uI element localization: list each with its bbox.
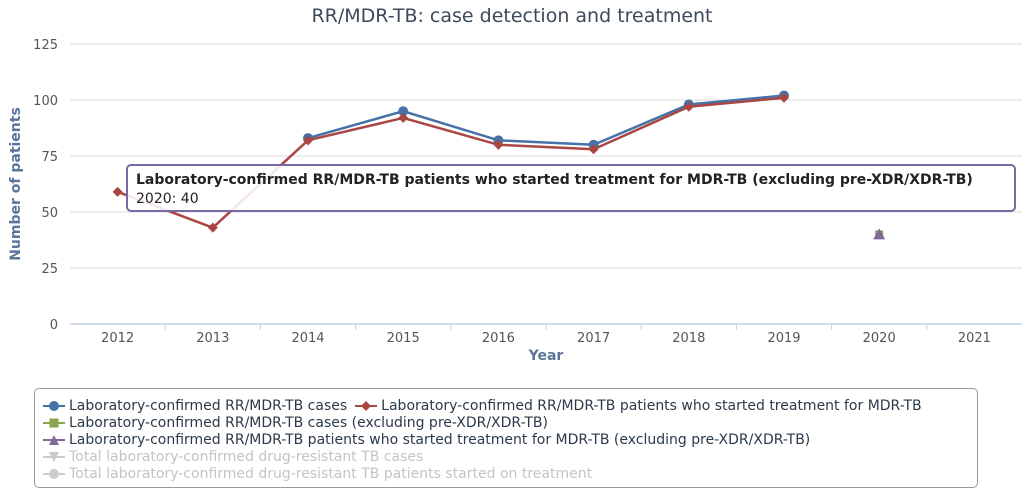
- tooltip: Laboratory-confirmed RR/MDR-TB patients …: [126, 164, 1016, 212]
- y-tick-label: 0: [50, 318, 58, 333]
- data-point[interactable]: [779, 92, 789, 103]
- legend-label: Laboratory-confirmed RR/MDR-TB patients …: [381, 397, 922, 414]
- data-point[interactable]: [588, 144, 599, 155]
- chart-title: RR/MDR-TB: case detection and treatment: [311, 5, 712, 27]
- diamond-marker-icon: [355, 400, 378, 411]
- x-axis-title: Year: [528, 348, 564, 364]
- legend: Laboratory-confirmed RR/MDR-TB cases Lab…: [34, 388, 978, 488]
- legend-label: Laboratory-confirmed RR/MDR-TB cases: [69, 397, 348, 414]
- series-line: [117, 96, 785, 230]
- square-marker-icon: [43, 418, 65, 427]
- series-4: [873, 228, 886, 240]
- y-tick-label: 25: [41, 262, 58, 277]
- x-tick-label: 2013: [196, 331, 229, 346]
- x-tick-label: 2012: [101, 331, 134, 346]
- tooltip-series-name: Laboratory-confirmed RR/MDR-TB patients …: [136, 172, 973, 188]
- y-tick-label: 75: [41, 150, 58, 165]
- triangle-down-marker-icon: [43, 451, 65, 462]
- legend-label: Total laboratory-confirmed drug-resistan…: [69, 465, 593, 482]
- data-point[interactable]: [303, 135, 313, 146]
- circle-marker-icon: [43, 468, 65, 479]
- circle-marker-icon: [43, 400, 65, 411]
- data-point[interactable]: [683, 101, 694, 112]
- data-point[interactable]: [112, 186, 123, 197]
- legend-item-rr-mdr-treated-excl[interactable]: Laboratory-confirmed RR/MDR-TB patients …: [43, 432, 810, 448]
- x-tick-label: 2014: [291, 331, 324, 346]
- x-axis-ticks: 2012 2013 2014 2015 2016 2017 2018 2019 2020 2021: [101, 324, 991, 346]
- x-tick-label: 2019: [767, 331, 800, 346]
- legend-item-rr-mdr-cases[interactable]: Laboratory-confirmed RR/MDR-TB cases: [43, 398, 347, 414]
- legend-item-total-dr-cases[interactable]: Total laboratory-confirmed drug-resistan…: [43, 449, 423, 465]
- legend-item-rr-mdr-treated[interactable]: Laboratory-confirmed RR/MDR-TB patients …: [355, 397, 922, 414]
- y-axis-title: Number of patients: [8, 107, 24, 261]
- line-chart: RR/MDR-TB: case detection and treatment …: [8, 5, 1022, 364]
- series-1: [303, 90, 789, 150]
- legend-label: Total laboratory-confirmed drug-resistan…: [69, 448, 424, 465]
- y-tick-label: 50: [41, 206, 58, 221]
- triangle-marker-icon: [43, 434, 65, 445]
- legend-item-rr-mdr-cases-excl[interactable]: Laboratory-confirmed RR/MDR-TB cases (ex…: [43, 415, 548, 431]
- x-tick-label: 2017: [577, 331, 610, 346]
- y-tick-label: 100: [33, 94, 58, 109]
- x-tick-label: 2018: [672, 331, 705, 346]
- legend-item-total-dr-treated[interactable]: Total laboratory-confirmed drug-resistan…: [43, 466, 592, 482]
- data-point[interactable]: [493, 139, 504, 150]
- x-tick-label: 2016: [482, 331, 515, 346]
- data-point[interactable]: [207, 222, 218, 233]
- x-tick-label: 2021: [958, 331, 991, 346]
- tooltip-value: 2020: 40: [136, 191, 199, 207]
- legend-label: Laboratory-confirmed RR/MDR-TB patients …: [69, 431, 811, 448]
- x-tick-label: 2020: [863, 331, 896, 346]
- series-line: [307, 94, 785, 147]
- series-2: [112, 92, 789, 233]
- x-tick-label: 2015: [387, 331, 420, 346]
- data-point[interactable]: [398, 106, 409, 117]
- data-point[interactable]: [873, 228, 886, 240]
- y-tick-label: 125: [33, 38, 58, 53]
- series-layer: [112, 90, 886, 240]
- data-point[interactable]: [398, 112, 409, 123]
- y-axis-ticks: 0 25 50 75 100 125: [33, 38, 58, 333]
- legend-label: Laboratory-confirmed RR/MDR-TB cases (ex…: [69, 414, 548, 431]
